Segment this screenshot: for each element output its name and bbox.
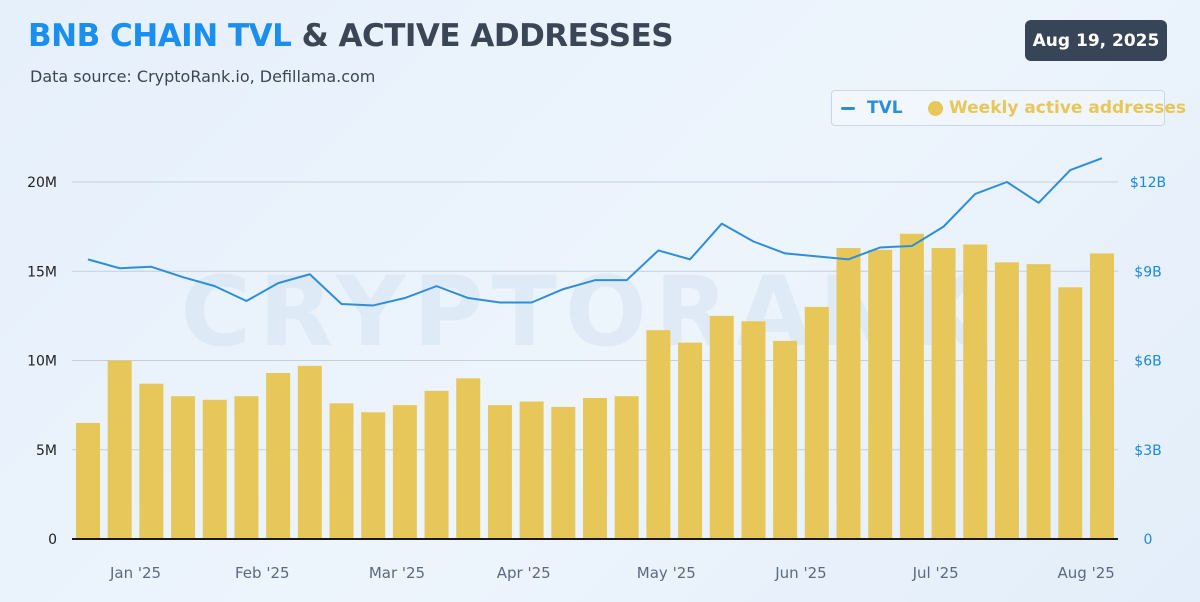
bar-weekly-active-addresses <box>963 244 988 539</box>
x-axis-tick-label: May '25 <box>637 564 696 582</box>
bar-weekly-active-addresses <box>646 330 671 539</box>
bar-weekly-active-addresses <box>868 249 893 539</box>
line-series-tvl <box>87 157 1103 307</box>
bar-weekly-active-addresses <box>519 401 544 539</box>
x-axis: Jan '25 Feb '25 Mar '25 Apr '25 May '25 Jun '… <box>109 564 1115 582</box>
right-axis-tick-label: $9B <box>1134 264 1161 280</box>
left-axis: 0 5M 10M 15M 20M <box>27 175 57 548</box>
x-axis-tick-label: Jun '25 <box>774 564 826 582</box>
legend-item-weekly-active-addresses[interactable]: Weekly active addresses <box>928 98 1186 118</box>
bar-weekly-active-addresses <box>741 321 766 539</box>
bar-weekly-active-addresses <box>107 360 132 539</box>
legend-item-tvl[interactable]: TVL <box>841 98 903 118</box>
right-axis-tick-label: 0 <box>1144 532 1153 548</box>
bar-weekly-active-addresses <box>329 403 354 539</box>
bar-weekly-active-addresses <box>931 248 956 540</box>
bar-series-weekly-active-addresses <box>76 233 1114 540</box>
legend-dot-marker <box>928 100 943 116</box>
bar-weekly-active-addresses <box>202 399 227 539</box>
bar-weekly-active-addresses <box>678 342 703 539</box>
bar-weekly-active-addresses <box>456 378 481 539</box>
bar-weekly-active-addresses <box>392 405 417 539</box>
bar-weekly-active-addresses <box>1090 253 1114 539</box>
bar-weekly-active-addresses <box>1058 287 1083 539</box>
bar-weekly-active-addresses <box>234 396 259 539</box>
bar-weekly-active-addresses <box>709 315 734 539</box>
bar-weekly-active-addresses <box>139 383 164 539</box>
bar-weekly-active-addresses <box>614 396 639 539</box>
bar-weekly-active-addresses <box>424 390 449 539</box>
left-axis-tick-label: 20M <box>27 175 57 191</box>
left-axis-tick-label: 10M <box>27 354 57 370</box>
right-axis-tick-label: $3B <box>1134 443 1161 459</box>
chart-title: BNB CHAIN TVL & ACTIVE ADDRESSES <box>28 18 674 54</box>
bar-weekly-active-addresses <box>266 372 291 539</box>
bar-weekly-active-addresses <box>899 233 924 539</box>
left-axis-tick-label: 15M <box>27 264 57 280</box>
left-axis-tick-label: 5M <box>36 443 57 459</box>
x-axis-tick-label: Feb '25 <box>235 564 290 582</box>
bar-weekly-active-addresses <box>804 306 829 539</box>
left-axis-tick-label: 0 <box>48 532 57 548</box>
x-axis-tick-label: Jan '25 <box>109 564 161 582</box>
bar-weekly-active-addresses <box>551 406 576 539</box>
bar-weekly-active-addresses <box>994 262 1019 539</box>
right-axis: 0 $3B $6B $9B $12B <box>1130 175 1166 548</box>
bar-weekly-active-addresses <box>583 397 607 539</box>
chart-legend: TVL Weekly active addresses <box>831 90 1186 126</box>
bar-weekly-active-addresses <box>361 412 386 539</box>
bar-weekly-active-addresses <box>76 422 100 539</box>
bar-weekly-active-addresses <box>1026 264 1051 539</box>
legend-label-tvl: TVL <box>867 98 903 118</box>
right-axis-tick-label: $12B <box>1130 175 1166 191</box>
chart-title-rest: & ACTIVE ADDRESSES <box>301 18 674 54</box>
date-badge: Aug 19, 2025 <box>1025 20 1167 61</box>
x-axis-tick-label: Mar '25 <box>369 564 425 582</box>
data-source-subtitle: Data source: CryptoRank.io, Defillama.co… <box>30 67 376 86</box>
bar-weekly-active-addresses <box>836 248 861 540</box>
x-axis-tick-label: Jul '25 <box>912 564 959 582</box>
legend-line-marker <box>841 106 855 110</box>
bar-weekly-active-addresses <box>171 396 196 539</box>
right-axis-tick-label: $6B <box>1134 354 1161 370</box>
cryptorank-watermark: CRYPTORANK <box>180 256 989 368</box>
x-axis-tick-label: Aug '25 <box>1058 564 1115 582</box>
chart-title-highlight: BNB CHAIN TVL <box>28 18 292 54</box>
legend-label-weekly-active-addresses: Weekly active addresses <box>949 98 1186 118</box>
bar-weekly-active-addresses <box>297 365 322 539</box>
x-axis-tick-label: Apr '25 <box>497 564 551 582</box>
bar-weekly-active-addresses <box>773 340 798 539</box>
bar-weekly-active-addresses <box>487 405 512 539</box>
